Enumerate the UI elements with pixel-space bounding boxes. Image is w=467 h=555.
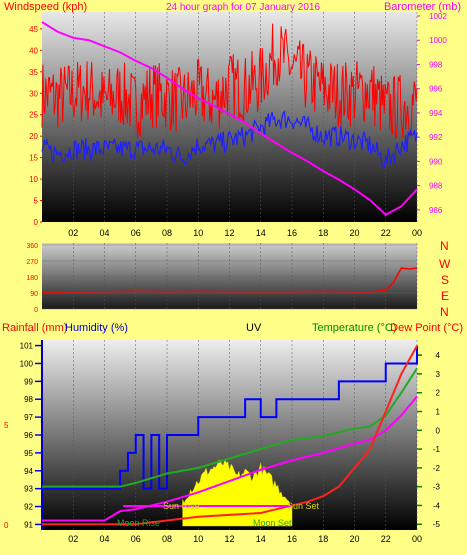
temp-y-tick-label: -1 <box>433 445 441 454</box>
temp-y-tick-label: -5 <box>433 520 441 529</box>
wind-x-tick-label: 08 <box>162 228 172 238</box>
graph-date-title: 24 hour graph for 07 January 2016 <box>166 2 320 13</box>
temp-y-tick-label: -3 <box>433 483 441 492</box>
humidity-y-tick-label: 101 <box>20 342 34 351</box>
temp-y-tick-label: -2 <box>433 464 441 473</box>
dir-letter-n-bottom: N <box>440 305 449 319</box>
temp-y-tick-label: -4 <box>433 501 441 510</box>
dir-y-tick-label: 90 <box>30 291 38 298</box>
humidity-title: Humidity (%) <box>65 322 128 334</box>
humidity-y-tick-label: 97 <box>24 413 33 422</box>
temp-y-tick-label: 2 <box>436 389 441 398</box>
humidity-y-tick-label: 94 <box>24 467 33 476</box>
wind-x-tick-label: 04 <box>99 228 109 238</box>
temp-y-tick-label: 3 <box>436 370 441 379</box>
avg-wind-series <box>41 110 418 169</box>
wind-y-tick-label: 0 <box>34 218 39 227</box>
wind-y-tick-label: 5 <box>34 197 39 206</box>
dir-y-tick-label: 180 <box>26 275 38 282</box>
wind-x-tick-label: 06 <box>131 228 141 238</box>
wind-y-tick-label: 30 <box>29 89 38 98</box>
dir-letter-e: E <box>441 289 449 303</box>
baro-y-tick-label: 994 <box>429 109 443 118</box>
wind-y-tick-label: 35 <box>29 68 38 77</box>
env-x-tick-label: 10 <box>193 534 203 544</box>
wind-x-tick-label: 18 <box>318 228 328 238</box>
dewpoint-pink-series <box>42 395 418 522</box>
temp-y-tick-label: 4 <box>436 351 441 360</box>
baro-y-tick-label: 996 <box>429 85 443 94</box>
dewpoint-series <box>42 345 418 526</box>
pressure-series <box>41 21 418 216</box>
baro-y-tick-label: 992 <box>429 133 443 142</box>
wind-y-tick-label: 25 <box>29 111 38 120</box>
env-x-tick-label: 08 <box>162 534 172 544</box>
rain-y-tick-label: 0 <box>4 521 9 530</box>
temperature-title: Temperature (°C) <box>312 322 396 334</box>
wind-x-tick-label: 10 <box>193 228 203 238</box>
humidity-series <box>42 345 418 490</box>
humidity-y-tick-label: 91 <box>24 520 33 529</box>
temp-y-tick-label: 1 <box>436 408 441 417</box>
baro-y-tick-label: 998 <box>429 60 443 69</box>
env-x-tick-label: 18 <box>318 534 328 544</box>
moon-rise-label: Moon Rise <box>117 518 160 528</box>
env-x-tick-label: 02 <box>68 534 78 544</box>
humidity-y-tick-label: 96 <box>24 431 33 440</box>
wind-y-tick-label: 40 <box>29 46 38 55</box>
wind-x-tick-label: 16 <box>287 228 297 238</box>
humidity-y-tick-label: 98 <box>24 395 33 404</box>
temperature-series <box>42 367 418 488</box>
wind-x-tick-label: 14 <box>256 228 266 238</box>
dir-letter-s: S <box>441 273 449 287</box>
baro-y-tick-label: 986 <box>429 206 443 215</box>
dewpoint-title: Dew Point (°C) <box>390 322 463 334</box>
wind-y-tick-label: 10 <box>29 175 38 184</box>
dir-letter-w: W <box>439 257 451 271</box>
baro-y-tick-label: 1000 <box>429 36 447 45</box>
moon-set-label: Moon Set <box>253 518 292 528</box>
sun-rise-label: Sun Rise <box>163 501 200 511</box>
humidity-y-tick-label: 100 <box>20 359 34 368</box>
sun-set-label: Sun Set <box>287 501 320 511</box>
env-x-tick-label: 06 <box>131 534 141 544</box>
wind-x-tick-label: 02 <box>68 228 78 238</box>
dir-y-tick-label: 360 <box>26 243 38 250</box>
wind-y-tick-label: 45 <box>29 25 38 34</box>
gust-series <box>41 23 418 140</box>
wind-y-tick-label: 15 <box>29 154 38 163</box>
wind-title: Windspeed (kph) <box>4 1 87 13</box>
barometer-title: Barometer (mb) <box>384 1 461 13</box>
wind-x-tick-label: 20 <box>349 228 359 238</box>
wind-x-tick-label: 00 <box>412 228 422 238</box>
wind-y-tick-label: 20 <box>29 132 38 141</box>
wind-x-tick-label: 22 <box>381 228 391 238</box>
baro-y-tick-label: 1002 <box>429 12 447 21</box>
env-x-tick-label: 22 <box>381 534 391 544</box>
rain-y-tick-label: 5 <box>4 421 9 430</box>
env-x-tick-label: 04 <box>99 534 109 544</box>
wind-x-tick-label: 12 <box>224 228 234 238</box>
env-x-tick-label: 00 <box>412 534 422 544</box>
env-x-tick-label: 14 <box>256 534 266 544</box>
env-x-tick-label: 12 <box>224 534 234 544</box>
uv-area <box>182 458 293 527</box>
rainfall-title: Rainfall (mm) <box>2 322 67 334</box>
dir-letter-n-top: N <box>440 239 449 253</box>
env-x-tick-label: 16 <box>287 534 297 544</box>
baro-y-tick-label: 988 <box>429 182 443 191</box>
uv-title: UV <box>246 322 262 334</box>
temp-y-tick-label: 0 <box>436 426 441 435</box>
baro-y-tick-label: 990 <box>429 157 443 166</box>
humidity-y-tick-label: 92 <box>24 503 33 512</box>
direction-series <box>41 267 418 293</box>
humidity-y-tick-label: 93 <box>24 485 33 494</box>
dir-y-tick-label: 0 <box>34 307 38 314</box>
humidity-y-tick-label: 99 <box>24 377 33 386</box>
humidity-y-tick-label: 95 <box>24 449 33 458</box>
env-x-tick-label: 20 <box>349 534 359 544</box>
dir-y-tick-label: 270 <box>26 259 38 266</box>
